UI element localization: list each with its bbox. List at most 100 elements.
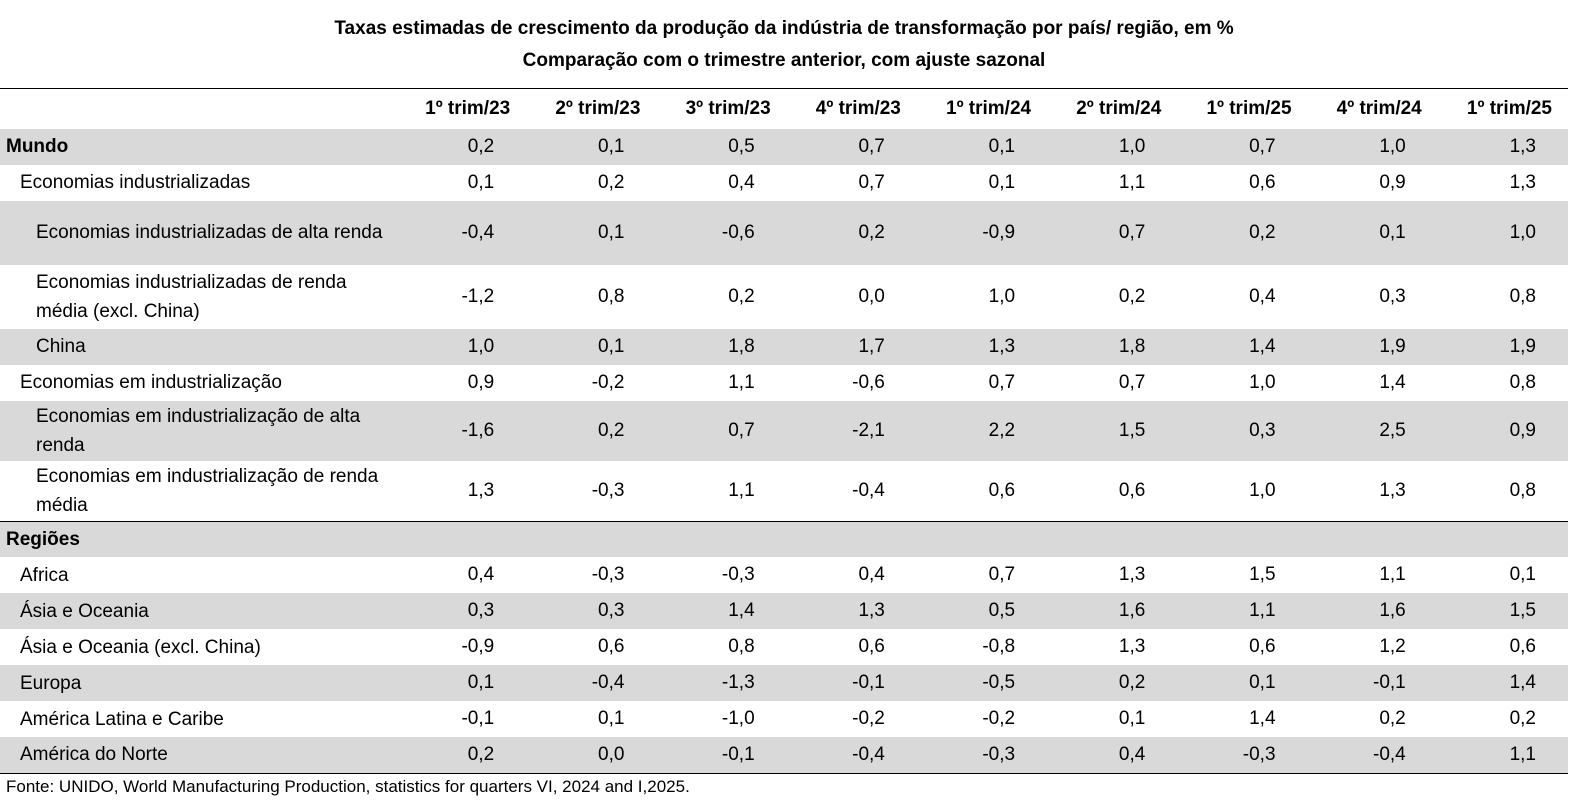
value-cell: -0,6: [852, 371, 885, 393]
value-cell: 1,1: [1379, 564, 1406, 585]
value-cell: 0,8: [1509, 479, 1536, 501]
table-row: China 1,0 0,1 1,8 1,7 1,3 1,8 1,4 1,9 1,9: [0, 328, 1568, 365]
value-cell: [526, 520, 657, 557]
value-cell: 0,5: [916, 593, 1048, 629]
table-row: Ásia e Oceania 0,3 0,3 1,4 1,3 0,5 1,6 1,1 1,6 1,…: [0, 593, 1568, 629]
column-header: 2º trim/24: [1047, 88, 1178, 129]
value-cell: -0,2: [852, 708, 885, 729]
value-cell: [1307, 520, 1438, 557]
value-cell: 1,4: [1177, 328, 1308, 365]
value-cell: [1177, 520, 1308, 557]
value-cell: 0,4: [467, 564, 495, 585]
value-cell: 0,2: [1509, 708, 1536, 729]
value-cell: 1,8: [656, 328, 787, 365]
value-cell: -0,3: [721, 564, 755, 585]
value-cell: -0,1: [656, 737, 787, 774]
value-cell: 1,4: [1437, 665, 1568, 701]
value-cell: 0,2: [1177, 200, 1308, 265]
table-row: Mundo 0,2 0,1 0,5 0,7 0,1 1,0 0,7 1,0 1,3: [0, 128, 1568, 165]
table-row: Economias industrializadas de alta renda…: [0, 200, 1568, 265]
value-cell: 0,7: [786, 128, 917, 165]
value-cell: 1,9: [1307, 328, 1438, 365]
value-cell: -1,2: [461, 285, 495, 307]
value-cell: 1,1: [1437, 737, 1568, 774]
value-cell: 0,7: [1047, 200, 1178, 265]
row-label: Economias em industrialização de alta re…: [0, 400, 396, 461]
table-row: Economias industrializadas de renda médi…: [0, 265, 1568, 329]
value-cell: -0,1: [786, 665, 917, 701]
value-cell: 0,6: [1249, 171, 1276, 193]
source-note: Fonte: UNIDO, World Manufacturing Produc…: [6, 777, 690, 796]
value-cell: 0,1: [526, 200, 657, 265]
value-cell: 0,1: [988, 171, 1016, 193]
value-cell: 1,4: [656, 593, 787, 629]
value-cell: 0,1: [467, 171, 495, 193]
value-cell: 0,2: [396, 737, 527, 774]
value-cell: 1,0: [1249, 371, 1276, 393]
column-header: 1º trim/24: [916, 88, 1048, 129]
value-cell: -0,3: [591, 479, 625, 501]
value-cell: 0,1: [1307, 200, 1438, 265]
value-cell: -0,8: [982, 636, 1016, 657]
table-title: Taxas estimadas de crescimento da produç…: [334, 18, 1234, 39]
value-cell: 0,8: [728, 636, 755, 657]
value-cell: -0,3: [591, 564, 625, 585]
value-cell: 1,9: [1437, 328, 1568, 365]
value-cell: 1,4: [1249, 708, 1276, 729]
row-label: Economias em industrialização de renda m…: [36, 465, 379, 516]
value-cell: 1,1: [728, 479, 755, 501]
value-cell: 1,0: [396, 328, 527, 365]
value-cell: 0,9: [1437, 400, 1568, 461]
value-cell: 0,5: [656, 128, 787, 165]
column-header: 1º trim/23: [396, 88, 527, 129]
value-cell: -0,2: [982, 708, 1016, 729]
growth-rates-table: 1º trim/23 2º trim/23 3º trim/23 4º trim…: [0, 88, 1568, 774]
value-cell: -0,2: [591, 371, 625, 393]
value-cell: 0,4: [1249, 285, 1276, 307]
value-cell: 0,9: [1379, 171, 1406, 193]
table-row: Economias em industrialização 0,9 -0,2 1,1 -…: [0, 365, 1568, 401]
value-cell: -0,1: [461, 708, 495, 729]
value-cell: 1,0: [1307, 128, 1438, 165]
value-cell: 1,0: [1047, 128, 1178, 165]
header-corner: [0, 88, 396, 129]
value-cell: 1,3: [467, 479, 495, 501]
value-cell: -0,4: [396, 200, 527, 265]
value-cell: 0,2: [1047, 665, 1178, 701]
value-cell: 0,7: [988, 371, 1016, 393]
value-cell: 1,6: [1307, 593, 1438, 629]
row-label: Economias em industrialização: [20, 372, 282, 393]
value-cell: 0,0: [858, 285, 885, 307]
row-label: Economias industrializadas: [20, 172, 251, 193]
value-cell: 0,6: [858, 636, 885, 657]
value-cell: -0,4: [786, 737, 917, 774]
value-cell: -0,9: [916, 200, 1048, 265]
value-cell: 1,7: [786, 328, 917, 365]
row-label: China: [0, 328, 396, 365]
row-label: Africa: [20, 564, 69, 586]
value-cell: 0,6: [1509, 636, 1536, 657]
value-cell: 0,3: [526, 593, 657, 629]
value-cell: 1,0: [1249, 479, 1276, 501]
value-cell: 0,2: [1379, 708, 1406, 729]
value-cell: 1,3: [786, 593, 917, 629]
value-cell: [916, 520, 1048, 557]
value-cell: 1,3: [1437, 128, 1568, 165]
value-cell: 1,5: [1249, 564, 1276, 585]
value-cell: 0,8: [1509, 371, 1536, 393]
value-cell: [786, 520, 917, 557]
value-cell: 0,1: [526, 128, 657, 165]
value-cell: -0,4: [526, 665, 657, 701]
table-row: Regiões: [0, 520, 1568, 557]
row-label: Economias industrializadas de renda médi…: [36, 271, 347, 322]
value-cell: [1437, 520, 1568, 557]
value-cell: 1,3: [1118, 636, 1146, 657]
value-cell: 1,3: [1379, 479, 1406, 501]
table-row: Ásia e Oceania (excl. China) -0,9 0,6 0,8 0,…: [0, 629, 1568, 665]
value-cell: 0,3: [396, 593, 527, 629]
column-header: 3º trim/23: [656, 88, 787, 129]
value-cell: -0,6: [656, 200, 787, 265]
value-cell: 0,4: [728, 171, 755, 193]
value-cell: 1,2: [1379, 636, 1406, 657]
value-cell: 0,4: [1047, 737, 1178, 774]
